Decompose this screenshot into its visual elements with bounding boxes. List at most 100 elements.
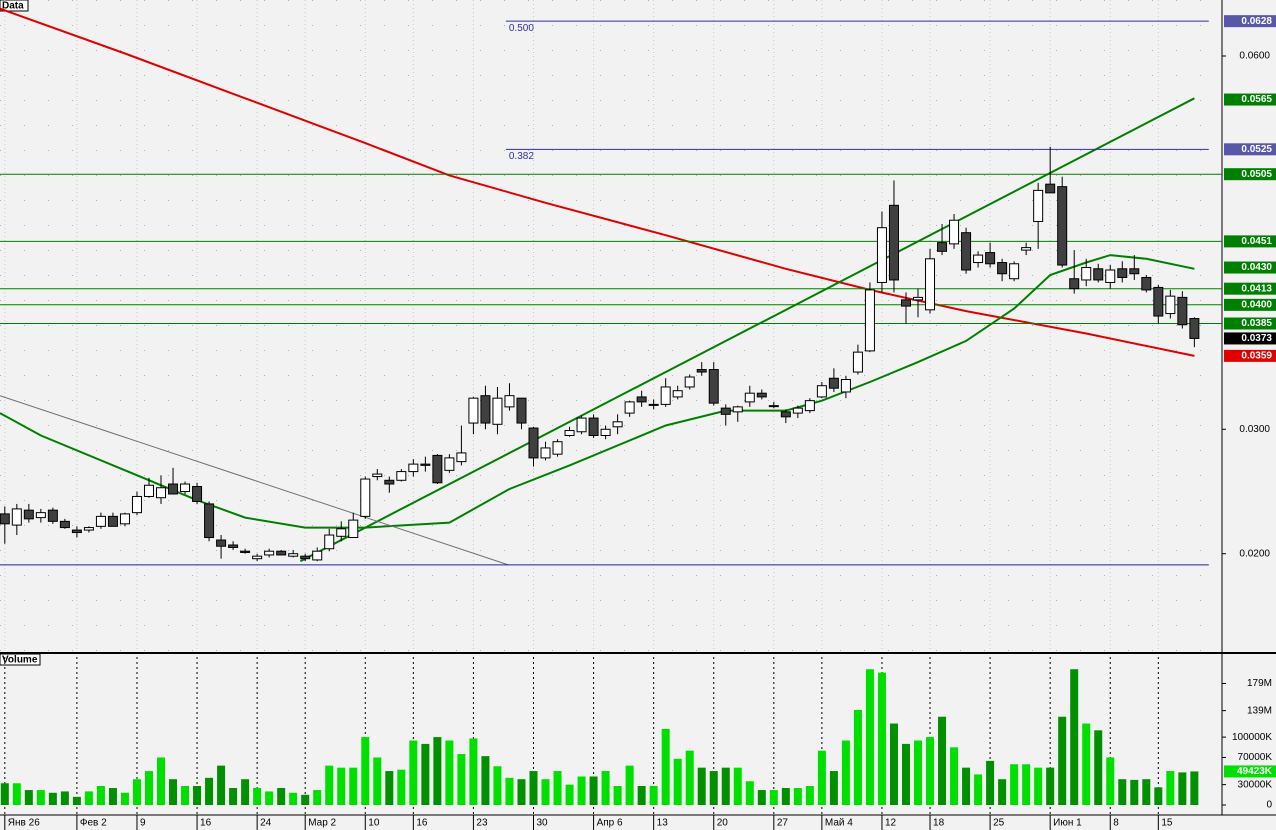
volume-bar xyxy=(1130,779,1139,805)
volume-bar xyxy=(445,740,454,805)
candle-body xyxy=(216,539,227,547)
candle-body xyxy=(564,430,575,436)
volume-bar xyxy=(661,728,670,805)
volume-bar xyxy=(181,785,190,805)
volume-bar xyxy=(301,794,310,805)
candle-body xyxy=(588,417,599,436)
overlay-line xyxy=(0,395,509,566)
volume-bar xyxy=(974,774,983,805)
candle-body xyxy=(876,227,887,283)
volume-bar xyxy=(625,765,634,805)
candle-body xyxy=(420,463,431,466)
candle-body xyxy=(900,299,911,307)
volume-bar xyxy=(96,785,105,805)
volume-bar xyxy=(1190,771,1199,805)
candle-body xyxy=(540,447,551,459)
volume-panel-title: Volume xyxy=(2,655,38,666)
volume-bar xyxy=(721,767,730,805)
x-tick-label: Фев 2 xyxy=(80,818,107,829)
candle-body xyxy=(192,486,203,502)
candle-body xyxy=(312,550,323,561)
x-tick-label: 23 xyxy=(476,818,488,829)
volume-bar xyxy=(793,788,802,805)
volume-bar xyxy=(265,791,274,805)
y-tick-label: 0.0200 xyxy=(1239,548,1270,559)
volume-bar xyxy=(120,792,129,805)
volume-bar xyxy=(241,779,250,805)
candle-body xyxy=(961,232,972,271)
candle-body xyxy=(744,392,755,403)
volume-bar xyxy=(48,792,57,805)
price-label: 0.0359 xyxy=(1241,351,1272,362)
volume-bar xyxy=(901,743,910,805)
candle-body xyxy=(985,252,996,265)
price-label-box xyxy=(1224,143,1276,156)
volume-bar xyxy=(1082,723,1091,805)
volume-bar xyxy=(1178,772,1187,805)
volume-bar xyxy=(481,756,490,805)
volume-bar xyxy=(1046,767,1055,805)
x-tick-label: 8 xyxy=(1113,818,1119,829)
volume-bar xyxy=(0,783,9,805)
candle-body xyxy=(71,529,82,534)
volume-bar xyxy=(589,776,598,805)
volume-bar xyxy=(613,785,622,805)
candle-body xyxy=(780,411,791,418)
candle-body xyxy=(35,512,46,519)
price-label-box xyxy=(1224,261,1276,274)
candle-body xyxy=(708,369,719,404)
price-label-box xyxy=(1224,317,1276,330)
volume-y-tick-label: 30000K xyxy=(1238,779,1273,790)
price-panel xyxy=(0,0,1222,652)
candle-body xyxy=(1117,268,1128,278)
x-tick-label: 30 xyxy=(536,818,548,829)
y-tick-label: 0.0300 xyxy=(1239,424,1270,435)
volume-bar xyxy=(60,791,69,805)
volume-bar xyxy=(253,788,262,805)
candle-body xyxy=(624,401,635,414)
volume-bar xyxy=(805,785,814,805)
candle-body xyxy=(1093,268,1104,281)
x-tick-label: 20 xyxy=(717,818,729,829)
volume-y-tick-label: 179M xyxy=(1247,678,1272,689)
candle-body xyxy=(828,377,839,389)
volume-bar xyxy=(1106,757,1115,805)
candle-body xyxy=(925,258,936,311)
candle-body xyxy=(348,519,359,539)
price-label: 0.0565 xyxy=(1241,94,1272,105)
volume-bar xyxy=(829,771,838,805)
candle-body xyxy=(600,428,611,436)
candle-body xyxy=(408,463,419,473)
candle-body xyxy=(1033,189,1044,222)
volume-bar xyxy=(673,758,682,805)
candle-body xyxy=(1141,276,1152,291)
candle-body xyxy=(1069,278,1080,290)
candle-body xyxy=(720,407,731,415)
volume-bar xyxy=(12,783,21,805)
candle-body xyxy=(672,390,683,398)
volume-bar xyxy=(409,740,418,805)
volume-bar xyxy=(962,767,971,805)
candle-body xyxy=(1045,183,1056,194)
volume-bar xyxy=(926,737,935,805)
volume-bar xyxy=(1094,730,1103,805)
candle-body xyxy=(47,509,58,522)
volume-bar xyxy=(685,750,694,805)
volume-bar xyxy=(229,788,238,805)
candle-body xyxy=(1165,295,1176,315)
volume-bar xyxy=(769,790,778,805)
volume-bar xyxy=(217,765,226,805)
volume-bar xyxy=(529,771,538,805)
volume-bar xyxy=(385,771,394,805)
volume-bar xyxy=(841,740,850,805)
candle-body xyxy=(949,219,960,245)
price-label: 0.0430 xyxy=(1241,262,1272,273)
candle-body xyxy=(997,262,1008,275)
panel-label-box xyxy=(0,0,29,12)
volume-bar xyxy=(108,788,117,805)
volume-bar xyxy=(277,788,286,805)
candle-body xyxy=(444,457,455,471)
volume-bar xyxy=(1070,669,1079,805)
x-tick-label: 24 xyxy=(260,818,272,829)
